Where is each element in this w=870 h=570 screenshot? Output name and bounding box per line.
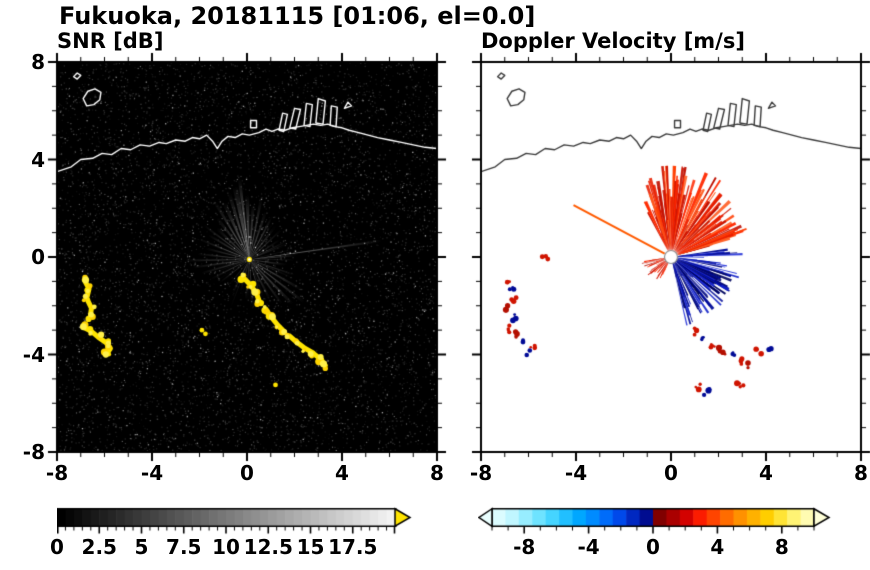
snr-x-tick-label: -4 (140, 461, 164, 485)
snr-colorbar-tick-label: 17.5 (328, 535, 378, 559)
snr-panel-title: SNR [dB] (57, 29, 164, 53)
snr-colorbar-tick-label: 7.5 (166, 535, 202, 559)
velocity-colorbar-tick-label: 0 (646, 535, 660, 559)
snr-x-tick-label: 8 (430, 461, 444, 485)
snr-colorbar-tick-label: 5 (134, 535, 149, 559)
velocity-x-tick-label: -4 (564, 461, 588, 485)
figure-title: Fukuoka, 20181115 [01:06, el=0.0] (59, 2, 536, 30)
velocity-ppi-plot (471, 52, 870, 462)
snr-y-tick-label: 4 (31, 147, 45, 172)
snr-ppi-plot (47, 52, 447, 462)
snr-x-tick-label: -8 (45, 461, 69, 485)
snr-colorbar-tick-label: 10 (212, 535, 240, 559)
snr-y-tick-label: 8 (31, 50, 45, 74)
velocity-x-tick-label: -8 (469, 461, 493, 485)
snr-y-tick-label: -8 (22, 440, 45, 464)
snr-colorbar-tick-label: 2.5 (81, 535, 117, 559)
velocity-x-tick-label: 0 (664, 461, 678, 485)
snr-x-tick-label: 4 (335, 461, 349, 485)
velocity-panel-title: Doppler Velocity [m/s] (481, 29, 745, 53)
velocity-colorbar-tick-label: 4 (710, 535, 725, 559)
snr-colorbar (57, 502, 417, 536)
snr-y-tick-label: 0 (31, 245, 45, 269)
snr-colorbar-tick-label: 12.5 (243, 535, 293, 559)
velocity-colorbar-tick-label: -8 (513, 535, 536, 559)
snr-x-tick-label: 0 (240, 461, 254, 485)
velocity-colorbar-tick-label: 8 (774, 535, 789, 559)
velocity-x-tick-label: 4 (759, 461, 773, 485)
snr-colorbar-tick-label: 0 (50, 535, 64, 559)
velocity-x-tick-label: 8 (854, 461, 868, 485)
snr-colorbar-tick-label: 15 (296, 535, 325, 559)
snr-y-tick-label: -4 (22, 342, 45, 367)
velocity-colorbar (478, 502, 834, 536)
velocity-colorbar-tick-label: -4 (577, 535, 600, 559)
